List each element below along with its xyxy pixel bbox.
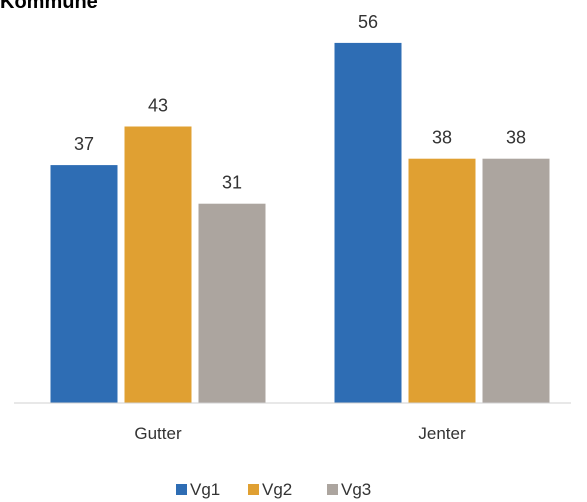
data-label-jenter-vg3: 38 (506, 128, 526, 148)
legend-label-vg3: Vg3 (341, 480, 371, 499)
bars-group (50, 42, 550, 404)
data-label-gutter-vg1: 37 (74, 134, 94, 154)
bar-jenter-vg2 (408, 158, 476, 403)
legend-label-vg2: Vg2 (262, 480, 292, 499)
legend: Vg1 Vg2 Vg3 (176, 480, 371, 499)
bar-jenter-vg3 (482, 158, 550, 403)
bar-gutter-vg2 (124, 126, 192, 403)
legend-swatch-vg3 (327, 484, 338, 495)
bar-gutter-vg3 (198, 203, 266, 403)
legend-swatch-vg2 (248, 484, 259, 495)
category-label-jenter: Jenter (418, 424, 466, 443)
bar-jenter-vg1 (334, 42, 402, 404)
legend-swatch-vg1 (176, 484, 187, 495)
category-labels-group: Gutter Jenter (134, 424, 466, 443)
data-label-gutter-vg2: 43 (148, 96, 168, 116)
bar-gutter-vg1 (50, 165, 118, 403)
legend-label-vg1: Vg1 (190, 480, 220, 499)
data-labels-group: 37 43 31 56 38 38 (74, 12, 526, 193)
chart-title: Kommune (0, 0, 98, 13)
data-label-gutter-vg3: 31 (222, 173, 242, 193)
category-label-gutter: Gutter (134, 424, 182, 443)
data-label-jenter-vg2: 38 (432, 128, 452, 148)
data-label-jenter-vg1: 56 (358, 12, 378, 32)
